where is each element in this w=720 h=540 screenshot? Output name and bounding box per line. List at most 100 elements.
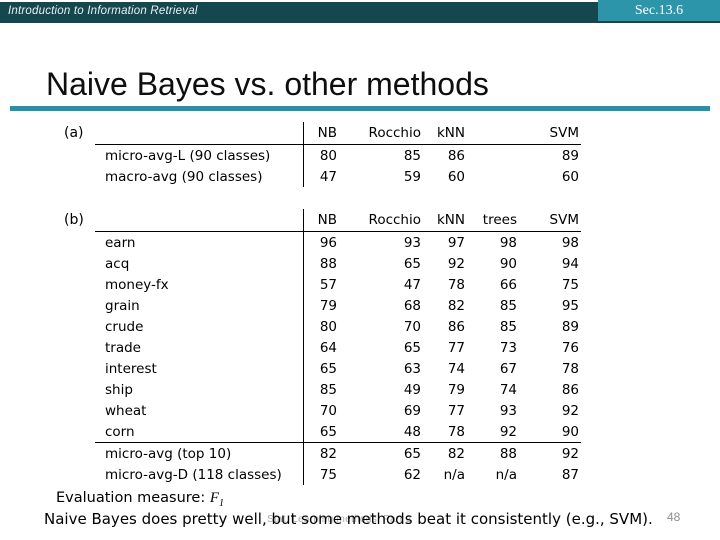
cell-value: 88 [467, 442, 519, 464]
column-header: kNN [423, 122, 467, 145]
column-header: NB [302, 122, 339, 145]
cell-value: 85 [499, 318, 517, 335]
cell-value: 85 [302, 379, 339, 400]
cell-value: 92 [561, 402, 579, 419]
cell-value: 60 [447, 168, 465, 185]
cell-value: 97 [447, 234, 465, 251]
cell-value: 74 [499, 381, 517, 398]
cell-value: 63 [403, 360, 421, 377]
column-header: kNN [423, 209, 467, 232]
cell-value: 92 [447, 255, 465, 272]
cell-value: 82 [302, 442, 339, 464]
row-label: corn [105, 423, 135, 440]
conclusion-text: Naive Bayes does pretty well, but some m… [44, 510, 653, 528]
cell-value: 86 [447, 147, 465, 164]
cell-value: 85 [499, 297, 517, 314]
cell-value: 59 [403, 168, 421, 185]
cell-value: 89 [561, 147, 579, 164]
cell-value: 79 [302, 295, 339, 316]
course-title: Introduction to Information Retrieval [8, 5, 198, 17]
table-row: micro-avg-D (118 classes) 75 62 n/a n/a 87 [95, 464, 581, 485]
cell-value: 47 [403, 276, 421, 293]
row-label: grain [105, 297, 140, 314]
table-b-label: (b) [64, 212, 84, 228]
table-row: corn 65 48 78 92 90 [95, 421, 581, 443]
section-badge: Sec.13.6 [598, 0, 720, 21]
cell-value: 94 [561, 255, 579, 272]
cell-value: 82 [423, 442, 467, 464]
cell-value: 86 [447, 318, 465, 335]
cell-value: 88 [302, 253, 339, 274]
cell-value: 85 [403, 147, 421, 164]
row-label: micro-avg (top 10) [95, 442, 303, 464]
row-label: crude [105, 318, 144, 335]
cell-value: 74 [447, 360, 465, 377]
cell-value: 65 [302, 421, 339, 443]
cell-value: 65 [403, 255, 421, 272]
cell-value: 77 [447, 339, 465, 356]
cell-value: n/a [443, 466, 465, 483]
column-header-empty [95, 209, 303, 232]
cell-value: 76 [561, 339, 579, 356]
watermark-text: Stat. Learning methods, Part 2 [267, 514, 412, 525]
table-row: micro-avg (top 10) 82 65 82 88 92 [95, 442, 581, 464]
row-label: wheat [105, 402, 147, 419]
cell-value: 77 [447, 402, 465, 419]
column-header: SVM [519, 209, 581, 232]
cell-value: 57 [302, 274, 339, 295]
column-header: Rocchio [339, 209, 423, 232]
column-header: trees [467, 209, 519, 232]
cell-value: 82 [447, 297, 465, 314]
row-label: micro-avg-D (118 classes) [105, 466, 282, 483]
cell-value: 87 [561, 466, 579, 483]
row-label: micro-avg-L (90 classes) [105, 147, 271, 164]
row-label: earn [105, 234, 136, 251]
cell-value: 75 [561, 276, 579, 293]
page-title: Naive Bayes vs. other methods [46, 66, 489, 102]
cell-value: 86 [561, 381, 579, 398]
cell-value: 78 [447, 423, 465, 440]
cell-value: 49 [403, 381, 421, 398]
table-row: wheat 70 69 77 93 92 [95, 400, 581, 421]
cell-value: 70 [403, 318, 421, 335]
column-header: NB [302, 209, 339, 232]
page-number: 48 [667, 510, 681, 524]
cell-value: 68 [403, 297, 421, 314]
cell-value: 67 [499, 360, 517, 377]
cell-value: 78 [561, 360, 579, 377]
row-label: trade [105, 339, 141, 356]
row-label: macro-avg (90 classes) [105, 168, 263, 185]
f1-symbol: F1 [209, 490, 225, 509]
table-row: trade 64 65 77 73 76 [95, 337, 581, 358]
column-header: Rocchio [339, 122, 423, 145]
cell-value: 69 [403, 402, 421, 419]
cell-value: 96 [302, 231, 339, 253]
cell-value: 89 [561, 318, 579, 335]
table-row: macro-avg (90 classes) 47 59 60 60 [95, 166, 581, 187]
cell-value: 80 [302, 144, 339, 166]
cell-value: 93 [403, 234, 421, 251]
cell-value: 93 [499, 402, 517, 419]
row-label: acq [105, 255, 130, 272]
header-bar: Introduction to Information Retrieval [0, 2, 720, 23]
table-row: earn 96 93 97 98 98 [95, 231, 581, 253]
cell-value: 75 [302, 464, 339, 485]
table-row: grain 79 68 82 85 95 [95, 295, 581, 316]
cell-value: 78 [447, 276, 465, 293]
column-header: SVM [467, 122, 581, 145]
cell-value: 66 [499, 276, 517, 293]
cell-value: 79 [447, 381, 465, 398]
cell-value: 65 [339, 442, 423, 464]
cell-value: 98 [499, 234, 517, 251]
cell-value: 90 [561, 423, 579, 440]
cell-value: 48 [403, 423, 421, 440]
cell-value: 92 [519, 442, 581, 464]
cell-value: 92 [499, 423, 517, 440]
cell-value: 47 [302, 166, 339, 187]
cell-value: 95 [561, 297, 579, 314]
table-row: crude 80 70 86 85 89 [95, 316, 581, 337]
table-row: ship 85 49 79 74 86 [95, 379, 581, 400]
cell-value: 73 [499, 339, 517, 356]
row-label: money-fx [105, 276, 169, 293]
table-row: interest 65 63 74 67 78 [95, 358, 581, 379]
